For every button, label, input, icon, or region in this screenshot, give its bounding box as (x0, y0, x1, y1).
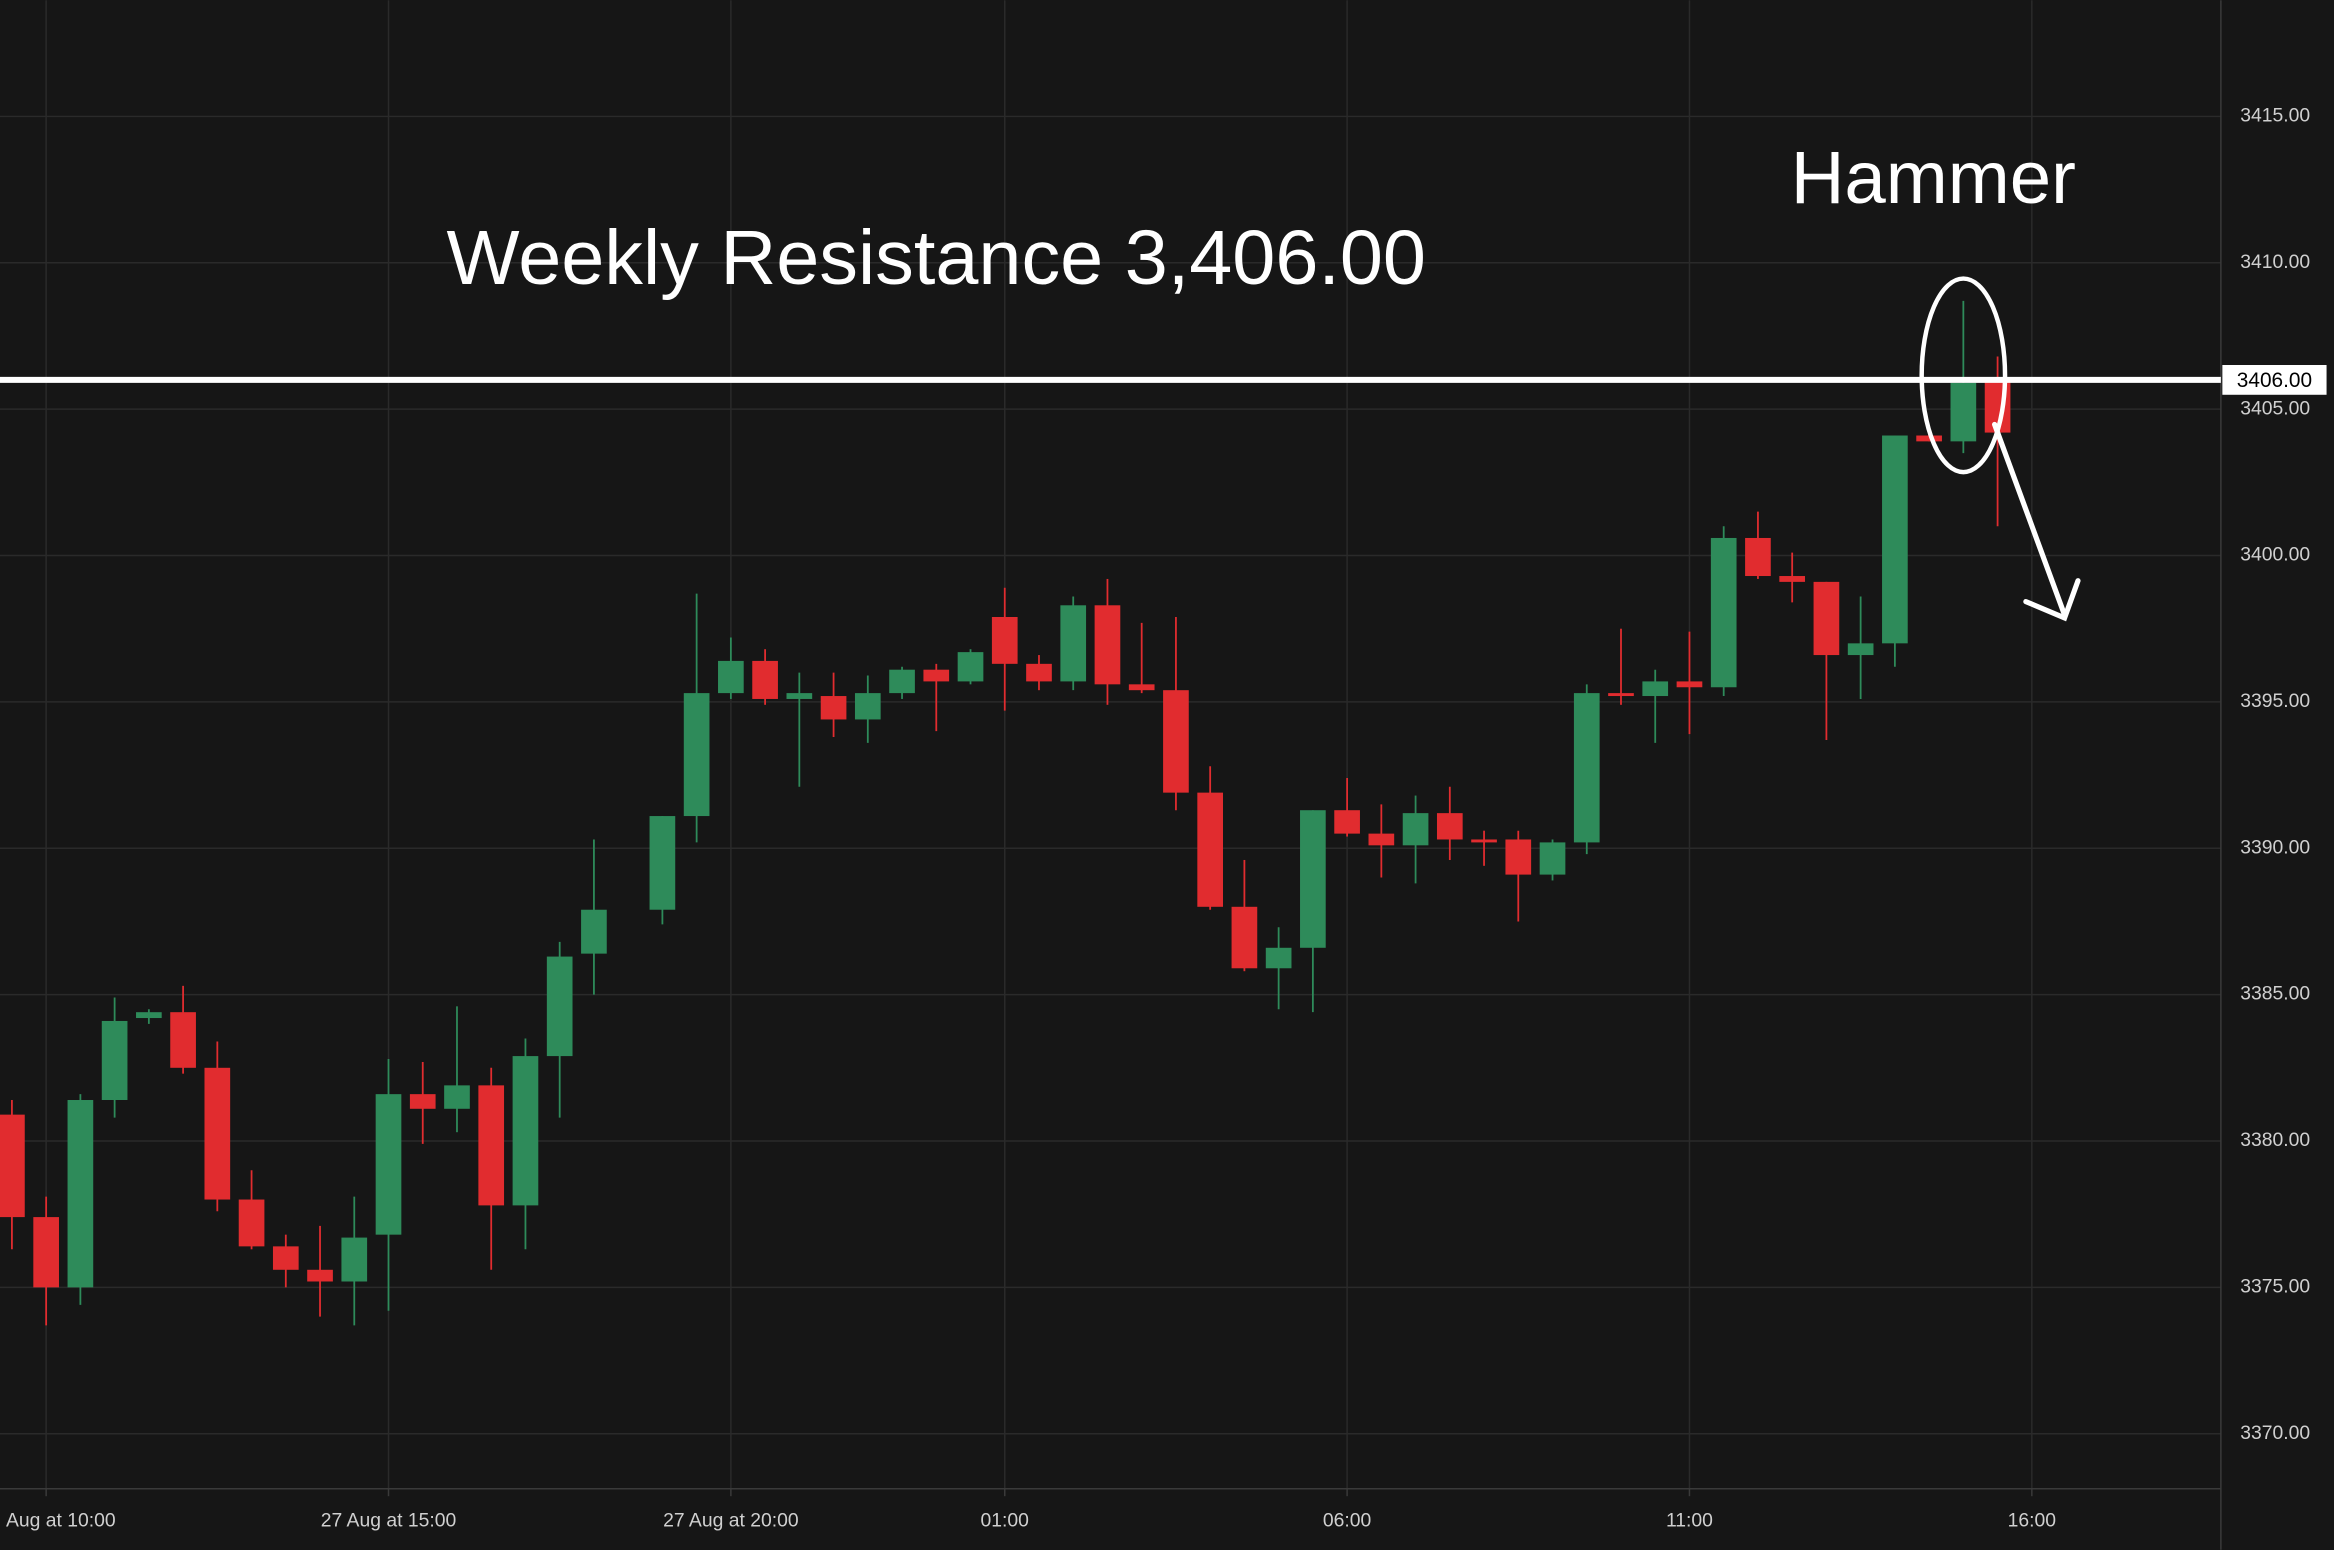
hammer-annotation: Hammer (1791, 136, 2076, 219)
candle-body (101, 1020, 128, 1101)
hammer-circle (1919, 276, 2008, 475)
candle-body (718, 660, 744, 694)
candle-body (136, 1012, 162, 1019)
x-tick-label: Aug at 10:00 (6, 1510, 116, 1532)
y-tick-label: 3395.00 (2240, 690, 2310, 712)
candle-body (170, 1012, 196, 1068)
candle-body (889, 669, 915, 694)
candle-body (1265, 947, 1292, 969)
candle-body (0, 1114, 25, 1218)
price-label: 3406.00 (2237, 369, 2312, 392)
y-tick-label: 3385.00 (2240, 983, 2310, 1005)
candle-body (307, 1269, 333, 1282)
candle-body (1128, 684, 1155, 691)
candle-body (204, 1067, 231, 1200)
candle-body (820, 696, 847, 720)
x-tick-label: 27 Aug at 15:00 (321, 1510, 457, 1532)
candle-body (1300, 810, 1326, 948)
candle-body (923, 669, 950, 682)
candle-body (478, 1085, 505, 1206)
candle-body (957, 652, 984, 682)
candle-body (786, 693, 813, 699)
candle-body (1573, 693, 1600, 843)
candle-body (1779, 576, 1806, 582)
candle-body (67, 1100, 94, 1288)
candle-body (1916, 435, 1942, 442)
candle-body (854, 693, 881, 720)
y-tick-label: 3380.00 (2240, 1129, 2310, 1151)
x-tick-label: 06:00 (1323, 1510, 1371, 1532)
x-tick-label: 27 Aug at 20:00 (663, 1510, 799, 1532)
candle-body (1334, 810, 1360, 834)
candle-body (341, 1237, 368, 1282)
x-tick-label: 16:00 (2008, 1510, 2056, 1532)
candle-body (272, 1246, 299, 1270)
down-arrow (1992, 421, 2081, 622)
candle-body (1368, 833, 1395, 846)
candle-body (683, 693, 710, 817)
candle-body (375, 1094, 402, 1235)
candle-body (512, 1056, 539, 1206)
candle-body (1436, 813, 1463, 840)
candle-body (1642, 681, 1669, 697)
candle-body (991, 617, 1018, 664)
candle-body (1231, 906, 1258, 969)
candle-body (444, 1085, 470, 1109)
x-tick-label: 01:00 (981, 1510, 1029, 1532)
candle-body (1094, 605, 1121, 685)
labels: 3370.00 3375.00 3380.00 3385.00 3390.00 3395.… (6, 105, 2327, 1532)
candle-body (1505, 839, 1532, 875)
candle-body (1745, 537, 1771, 577)
y-tick-label: 3415.00 (2240, 105, 2310, 127)
candle-body (752, 660, 778, 699)
candle-body (1676, 681, 1703, 688)
candles (0, 300, 2221, 1326)
candle-body (238, 1199, 265, 1247)
candle-body (1813, 581, 1840, 656)
candle-body (1710, 537, 1737, 688)
candle-body (1163, 690, 1189, 793)
candle-body (409, 1094, 436, 1109)
y-tick-label: 3390.00 (2240, 836, 2310, 858)
candle-body (1608, 693, 1634, 697)
candle-body (649, 816, 676, 910)
resistance-annotation: Weekly Resistance 3,406.00 (447, 215, 1426, 301)
candle-body (1471, 839, 1497, 843)
y-tick-label: 3405.00 (2240, 397, 2310, 419)
candle-body (1026, 663, 1052, 682)
candle-body (1060, 605, 1087, 682)
candle-body (1882, 435, 1908, 644)
candle-body (1539, 842, 1566, 875)
candle-body (33, 1217, 59, 1288)
y-tick-label: 3370.00 (2240, 1422, 2310, 1444)
candle-body (1197, 792, 1224, 907)
candle-body (1402, 813, 1429, 846)
candle-body (1950, 382, 1977, 442)
candle-body (581, 909, 607, 954)
candle-body (1847, 643, 1874, 656)
price-label-box (2222, 365, 2327, 395)
y-tick-label: 3400.00 (2240, 544, 2310, 566)
candle-body (546, 956, 573, 1057)
x-tick-label: 11:00 (1666, 1510, 1713, 1532)
y-tick-label: 3410.00 (2240, 251, 2310, 273)
y-tick-label: 3375.00 (2240, 1275, 2310, 1297)
